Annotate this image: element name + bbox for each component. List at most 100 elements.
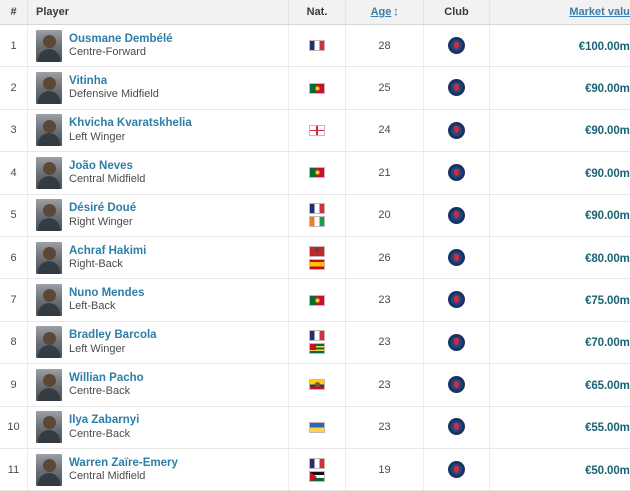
player-portrait-image[interactable]	[36, 72, 62, 104]
market-value-link[interactable]: €65.00m	[585, 380, 630, 392]
player-name-link[interactable]: Ousmane Dembélé	[69, 32, 173, 46]
column-header-market-value-label[interactable]: Market value	[569, 6, 630, 18]
club-crest-icon[interactable]	[448, 79, 465, 96]
player-portrait-image[interactable]	[36, 284, 62, 316]
club-crest-icon[interactable]	[448, 122, 465, 139]
cell-age: 25	[346, 67, 424, 109]
market-value-link[interactable]: €100.00m	[579, 41, 630, 53]
flag-group	[289, 422, 345, 433]
club-crest-icon[interactable]	[448, 376, 465, 393]
player-name-link[interactable]: Nuno Mendes	[69, 286, 144, 300]
player-portrait-image[interactable]	[36, 326, 62, 358]
market-value-link[interactable]: €80.00m	[585, 253, 630, 265]
player-name-link[interactable]: Bradley Barcola	[69, 328, 157, 342]
player-portrait-image[interactable]	[36, 157, 62, 189]
cell-club	[424, 236, 490, 278]
flag-icon-palestine	[309, 471, 325, 482]
player-portrait-image[interactable]	[36, 242, 62, 274]
cell-club	[424, 67, 490, 109]
cell-nationality	[289, 321, 346, 363]
club-crest-icon[interactable]	[448, 291, 465, 308]
flag-group	[289, 125, 345, 136]
column-header-age-label[interactable]: Age	[371, 6, 392, 18]
player-name-link[interactable]: Warren Zaïre-Emery	[69, 456, 178, 470]
flag-group	[289, 246, 345, 270]
flag-icon-ivory-coast	[309, 216, 325, 227]
cell-nationality	[289, 448, 346, 490]
flag-icon-morocco	[309, 246, 325, 257]
market-value-link[interactable]: €90.00m	[585, 125, 630, 137]
sort-updown-icon[interactable]: ↕	[393, 5, 398, 19]
club-crest-icon[interactable]	[448, 207, 465, 224]
market-value-link[interactable]: €90.00m	[585, 210, 630, 222]
market-value-link[interactable]: €90.00m	[585, 168, 630, 180]
player-name-link[interactable]: Vitinha	[69, 74, 159, 88]
player-name-link[interactable]: João Neves	[69, 159, 145, 173]
club-crest-icon[interactable]	[448, 37, 465, 54]
market-value-link[interactable]: €75.00m	[585, 295, 630, 307]
age-value: 23	[378, 294, 390, 306]
player-name-link[interactable]: Achraf Hakimi	[69, 244, 146, 258]
flag-group	[289, 40, 345, 51]
rank-value: 6	[10, 252, 16, 264]
player-portrait-image[interactable]	[36, 114, 62, 146]
column-header-player-label: Player	[36, 6, 69, 18]
club-crest-icon[interactable]	[448, 334, 465, 351]
player-name-link[interactable]: Ilya Zabarnyi	[69, 413, 139, 427]
player-portrait-image[interactable]	[36, 30, 62, 62]
cell-club	[424, 25, 490, 67]
cell-club	[424, 152, 490, 194]
column-header-market-value[interactable]: Market value↓	[490, 0, 630, 25]
rank-value: 2	[10, 82, 16, 94]
player-portrait-image[interactable]	[36, 454, 62, 486]
market-value-link[interactable]: €90.00m	[585, 83, 630, 95]
player-portrait-image[interactable]	[36, 199, 62, 231]
flag-icon-georgia	[309, 125, 325, 136]
flag-group	[289, 295, 345, 306]
club-crest-icon[interactable]	[448, 461, 465, 478]
flag-icon-france	[309, 458, 325, 469]
player-name-link[interactable]: Khvicha Kvaratskhelia	[69, 116, 192, 130]
player-portrait-image[interactable]	[36, 369, 62, 401]
player-name-link[interactable]: Désiré Doué	[69, 201, 136, 215]
flag-icon-togo	[309, 343, 325, 354]
market-value-link[interactable]: €50.00m	[585, 465, 630, 477]
column-header-nationality-label: Nat.	[307, 6, 328, 18]
column-header-age[interactable]: Age↕	[346, 0, 424, 25]
player-name-link[interactable]: Willian Pacho	[69, 371, 144, 385]
market-value-link[interactable]: €55.00m	[585, 422, 630, 434]
club-crest-icon[interactable]	[448, 164, 465, 181]
market-value-link[interactable]: €70.00m	[585, 337, 630, 349]
cell-rank: 6	[0, 236, 28, 278]
player-portrait-image[interactable]	[36, 411, 62, 443]
club-crest-icon[interactable]	[448, 418, 465, 435]
cell-age: 23	[346, 364, 424, 406]
club-crest-icon[interactable]	[448, 249, 465, 266]
